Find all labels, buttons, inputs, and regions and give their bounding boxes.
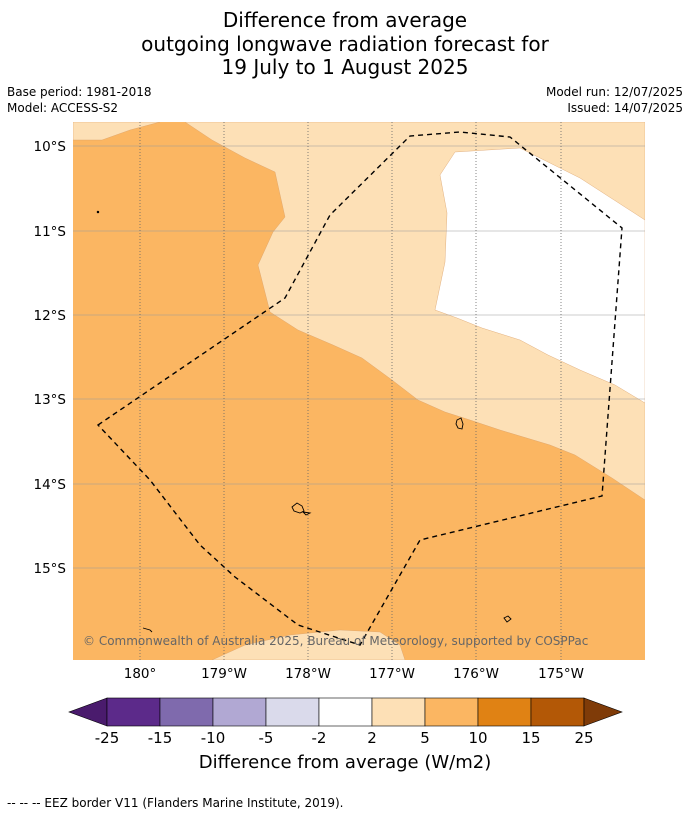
lat-label: 12°S	[34, 308, 67, 324]
colorbar-tick-label: 10	[468, 729, 487, 747]
anomaly-neutral-region	[434, 147, 645, 404]
anomaly-2-5-region-bottom	[211, 629, 406, 660]
base-period-text: Base period: 1981-2018	[7, 85, 152, 99]
island-northeast	[455, 417, 464, 430]
lon-label: 180°	[124, 666, 157, 682]
colorbar-segment	[477, 697, 532, 727]
lat-label: 11°S	[34, 224, 67, 240]
colorbar-extend-high	[583, 697, 623, 727]
title-line-1: Difference from average	[222, 8, 468, 32]
colorbar-segment	[424, 697, 479, 727]
colorbar-tick-label: 2	[367, 729, 377, 747]
colorbar-tick-label: -2	[312, 729, 327, 747]
colorbar-title: Difference from average (W/m2)	[198, 752, 492, 773]
colorbar-tick-label: -10	[201, 729, 226, 747]
lat-label: 13°S	[34, 392, 67, 408]
anomaly-2-5-region-topleft	[73, 122, 161, 141]
copyright-text: © Commonwealth of Australia 2025, Bureau…	[83, 634, 588, 648]
lat-label: 10°S	[34, 139, 67, 155]
colorbar-segment	[159, 697, 214, 727]
colorbar-segment	[318, 697, 373, 727]
latitude-gridlines	[73, 145, 645, 569]
colorbar-segment	[265, 697, 320, 727]
title-line-2: outgoing longwave radiation forecast for	[141, 32, 549, 56]
island-central-west	[291, 502, 305, 514]
colorbar-tick-label: 15	[521, 729, 540, 747]
eez-border	[96, 131, 623, 646]
colorbar-tick-label: 25	[574, 729, 593, 747]
colorbar-extend-low	[68, 697, 108, 727]
island-outlines	[96, 210, 512, 633]
issued-text: Issued: 14/07/2025	[567, 101, 683, 115]
lon-label: 179°W	[201, 666, 247, 682]
latitude-labels: 10°S 11°S 12°S 13°S 14°S 15°S	[34, 139, 67, 577]
colorbar-tick-label: 5	[420, 729, 430, 747]
model-run-text: Model run: 12/07/2025	[545, 85, 683, 99]
lon-label: 175°W	[538, 666, 584, 682]
island-central-west-small	[301, 511, 312, 516]
island-southwest	[142, 627, 153, 633]
colorbar-tick-label: -25	[95, 729, 120, 747]
lat-label: 14°S	[34, 477, 67, 493]
colorbar-segment	[212, 697, 267, 727]
eez-legend-text: -- -- -- EEZ border V11 (Flanders Marine…	[7, 796, 344, 810]
title-line-3: 19 July to 1 August 2025	[221, 55, 469, 79]
colorbar-segment	[106, 697, 161, 727]
island-southeast	[503, 615, 512, 623]
colorbar-tick-label: -15	[148, 729, 173, 747]
lon-label: 177°W	[369, 666, 415, 682]
longitude-labels: 180° 179°W 178°W 177°W 176°W 175°W	[124, 666, 584, 682]
lat-label: 15°S	[34, 561, 67, 577]
colorbar: -25 -15 -10 -5 -2 2 5 10 15 25	[68, 697, 623, 747]
map-plot-area: © Commonwealth of Australia 2025, Bureau…	[73, 122, 645, 660]
colorbar-segment	[371, 697, 426, 727]
lon-label: 178°W	[285, 666, 331, 682]
colorbar-tick-label: -5	[259, 729, 274, 747]
island-northwest-dot	[96, 210, 100, 214]
lon-label: 176°W	[453, 666, 499, 682]
colorbar-segment	[530, 697, 585, 727]
model-text: Model: ACCESS-S2	[7, 101, 119, 115]
